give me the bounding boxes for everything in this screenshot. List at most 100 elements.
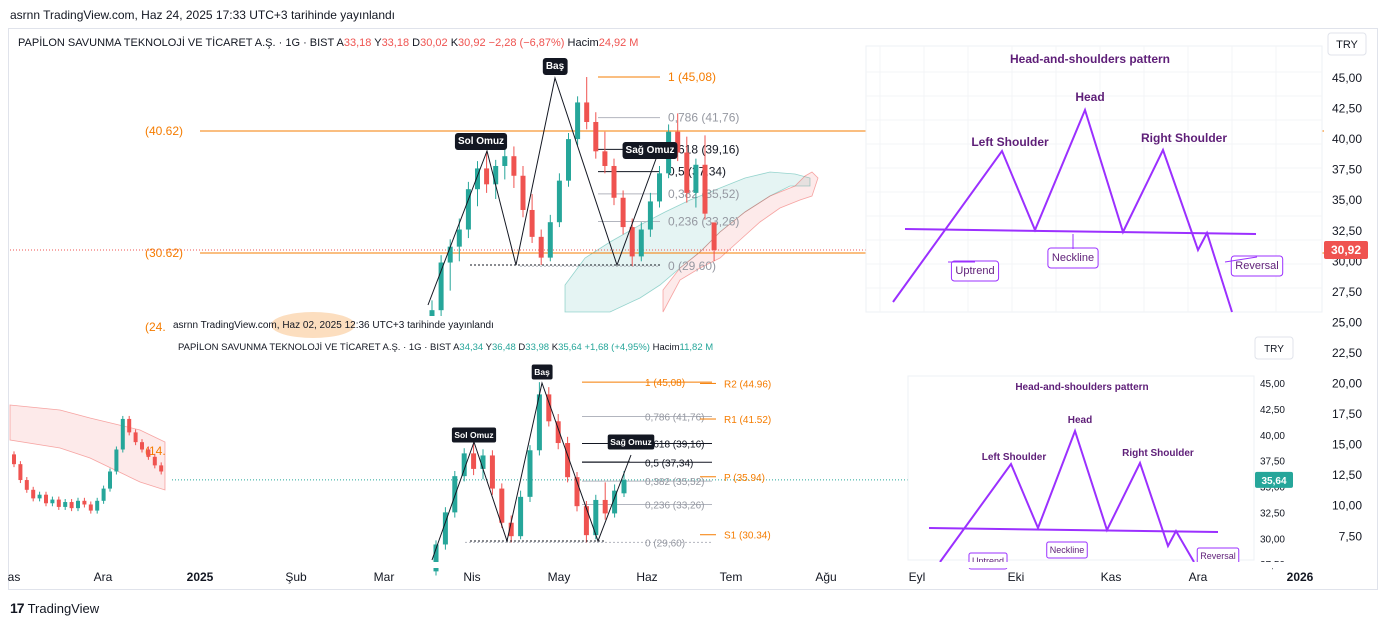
- pattern-label-head-bg: [542, 58, 568, 75]
- last-price-label: 30,92: [1331, 243, 1361, 257]
- x-axis-label: Mar: [374, 570, 395, 584]
- y-axis-label: 42,50: [1332, 102, 1362, 116]
- fib-level-label: 0 (29,60): [668, 259, 716, 273]
- x-axis-label: Ara: [1189, 570, 1208, 584]
- inset-change-value: +1,68 (+4,95%): [584, 342, 652, 353]
- x-axis-label: Eyl: [909, 570, 926, 584]
- tradingview-logo-icon: 17: [10, 600, 25, 616]
- inset-diagram-neckline: [928, 527, 1219, 533]
- x-axis-label: 2026: [1287, 570, 1314, 584]
- candle-body: [438, 262, 444, 311]
- inset-hs-diagram: Head-and-shoulders pattern Head Left Shoul…: [907, 375, 1255, 570]
- y-axis-label: 25,00: [1332, 315, 1362, 329]
- left-candle-body: [82, 500, 87, 505]
- pattern-label-right-shoulder-text: Sağ Omuz: [626, 145, 675, 156]
- x-axis-label: Haz: [636, 570, 657, 584]
- y-axis-label: 7,50: [1339, 529, 1363, 543]
- main-volume-label: Hacim: [568, 37, 599, 49]
- inset-label-right-shoulder-text: Sağ Omuz: [610, 437, 652, 447]
- left-candle-body: [24, 480, 29, 490]
- inset-pivot-label: P (35.94): [724, 473, 765, 484]
- main-symbol-header: PAPİLON SAVUNMA TEKNOLOJİ VE TİCARET A.Ş…: [18, 36, 638, 49]
- candle-body: [465, 189, 471, 230]
- candle-body: [675, 131, 681, 153]
- inset-label-left-shoulder-bg: [451, 427, 497, 443]
- x-axis-label: May: [548, 570, 571, 584]
- left-candle-body: [114, 449, 119, 472]
- inset-diagram-title: Head-and-shoulders pattern: [1015, 382, 1148, 393]
- inset-candle-body: [518, 496, 524, 537]
- left-candle-body: [76, 500, 80, 509]
- inset-fib-label: 1 (45,08): [645, 378, 685, 389]
- x-axis-label: as: [8, 570, 21, 584]
- publish-header: asrnn TradingView.com, Haz 24, 2025 17:3…: [10, 8, 396, 22]
- pattern-label-head-text: Baş: [546, 61, 565, 72]
- left-candle-body: [63, 502, 68, 507]
- inset-diagram-uptrend-callout-text: Uptrend: [972, 556, 1004, 566]
- left-candle-body: [31, 489, 36, 499]
- pattern-label-right-shoulder: Sağ Omuz: [626, 145, 675, 156]
- inset-candle-body: [546, 394, 552, 422]
- inset-y-axis-label: 45,00: [1260, 379, 1285, 390]
- y-axis-label: 45,00: [1332, 71, 1362, 85]
- last-price-badge: [1324, 241, 1368, 260]
- main-ohlc-key-A: A: [336, 37, 344, 49]
- candle-body: [520, 175, 526, 210]
- inset-candle-body: [461, 453, 467, 477]
- y-axis-label: 15,00: [1332, 438, 1362, 452]
- candle-body: [593, 121, 599, 152]
- inset-highlight: [271, 312, 355, 338]
- inset-y-axis-label: 32,50: [1260, 508, 1285, 519]
- candle-body: [547, 222, 553, 258]
- x-axis-label: 2025: [187, 570, 214, 584]
- left-candle-body: [152, 456, 157, 466]
- left-candle-body: [140, 442, 144, 450]
- main-volume-value: 24,92 M: [599, 37, 639, 49]
- diagram-reversal-callout-pointer: [1224, 256, 1258, 263]
- inset-bottom-mask: [172, 562, 1324, 568]
- chart-frame: [8, 28, 1378, 590]
- inset-diagram-uptrend-callout: Uptrend: [972, 556, 1004, 566]
- inset-label-head: Baş: [534, 367, 550, 377]
- inset-volume-label: Hacim: [653, 342, 680, 353]
- candle-body: [638, 229, 644, 257]
- candle-body: [584, 102, 590, 122]
- inset-candle-body: [612, 490, 618, 514]
- main-ohlc-text: PAPİLON SAVUNMA TEKNOLOJİ VE TİCARET A.Ş…: [18, 36, 638, 49]
- inset-ohlc-key-K: K: [552, 342, 559, 353]
- main-ohlc-value-K: 30,92: [458, 37, 489, 49]
- diagram-neckline-callout: Neckline: [1052, 252, 1094, 264]
- candle-body: [529, 209, 535, 237]
- inset-candle-body: [555, 421, 561, 444]
- inset-candle-body: [480, 455, 486, 469]
- level-label: (24.: [145, 320, 166, 334]
- candle-body: [502, 156, 508, 166]
- left-candle-body: [146, 449, 151, 457]
- inset-candle-body: [442, 512, 448, 545]
- left-candle-body: [101, 488, 106, 501]
- level-label: (30.62): [145, 246, 183, 260]
- inset-y-axis-label: 35,00: [1260, 483, 1285, 494]
- left-candle-body: [95, 500, 100, 511]
- inset-diagram-right-label: Right Shoulder: [1122, 448, 1194, 459]
- inset-ohlc-value-K: 35,64: [558, 342, 584, 353]
- inset-ohlc-key-A: A: [453, 342, 460, 353]
- ichimoku-cloud-left: [9, 404, 166, 491]
- inset-fib-label: 0,382 (35,52): [645, 477, 705, 488]
- candle-body: [702, 164, 708, 214]
- y-axis-label: 27,50: [1332, 285, 1362, 299]
- inset-fib-label: 0 (29,60): [645, 538, 685, 549]
- diagram-reversal-callout-box: [1230, 255, 1284, 277]
- inset-last-price-label: 35,64: [1261, 476, 1286, 487]
- fib-level-label: 0,236 (33,26): [668, 214, 739, 228]
- x-axis-label: Nis: [463, 570, 480, 584]
- diagram-uptrend-callout-box: [950, 260, 1000, 282]
- left-candle-body: [159, 465, 164, 472]
- inset-currency-button[interactable]: [1254, 336, 1294, 360]
- currency-button[interactable]: [1327, 32, 1367, 56]
- candle-body: [575, 102, 581, 140]
- inset-candle-body: [593, 499, 599, 536]
- candle-body: [711, 222, 717, 251]
- inset-ohlc-value-D: 33,98: [525, 342, 551, 353]
